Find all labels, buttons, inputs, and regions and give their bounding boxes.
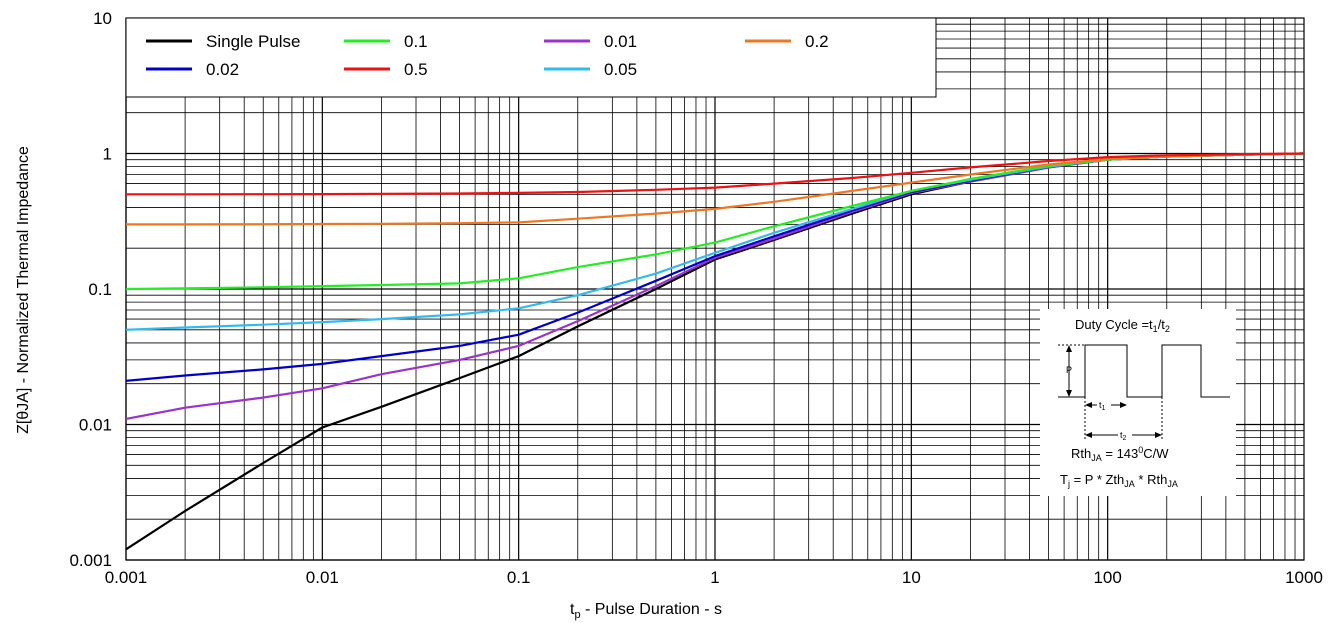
p-arrowhead-down-icon [1066, 390, 1072, 397]
y-tick-label: 10 [93, 9, 112, 28]
x-tick-label: 100 [1093, 568, 1121, 587]
legend-label: 0.5 [404, 60, 428, 79]
tj-text: Tj = P * ZthJA * RthJA [1060, 472, 1178, 489]
pulse-waveform [1058, 344, 1230, 398]
t2-arrowhead-right-icon [1155, 432, 1162, 438]
legend-label: 0.2 [805, 32, 829, 51]
p-arrowhead-up-icon [1066, 345, 1072, 352]
legend-label: 0.05 [604, 60, 637, 79]
x-axis-label: tp - Pulse Duration - s [570, 601, 722, 621]
x-tick-label: 10 [902, 568, 921, 587]
tick-labels: 0.001 0.01 0.1 1 10 100 1000 0.001 0.01 0.1 1 10 [69, 9, 1322, 587]
x-tick-label: 1000 [1285, 568, 1323, 587]
t2-label: t2 [1120, 430, 1127, 442]
duty-cycle-label: Duty Cycle =t1/t2 [1075, 317, 1170, 334]
x-tick-label: 1 [710, 568, 719, 587]
x-tick-label: 0.001 [105, 568, 148, 587]
legend-label: 0.1 [404, 32, 428, 51]
legend: Single Pulse 0.02 0.1 0.5 0.01 0.05 0.2 [125, 17, 937, 98]
series-line [126, 152, 1305, 196]
legend-label: Single Pulse [206, 32, 301, 51]
p-label: P [1066, 365, 1072, 375]
t1-arrowhead-left-icon [1085, 402, 1092, 408]
y-tick-label: 0.001 [69, 551, 112, 570]
legend-label: 0.01 [604, 32, 637, 51]
series-line [126, 152, 1305, 226]
y-axis-label: Z[θJA] - Normalized Thermal Impedance [15, 146, 32, 434]
t2-label-bg [1118, 428, 1132, 440]
t1-label-bg [1097, 398, 1111, 410]
t1-arrowhead-right-icon [1120, 402, 1127, 408]
t2-arrowhead-left-icon [1085, 432, 1092, 438]
duty-cycle-inset: Duty Cycle =t1/t2 P t1 t2 RthJA = 1430C/… [1040, 309, 1236, 496]
x-tick-label: 0.01 [306, 568, 339, 587]
x-tick-label: 0.1 [507, 568, 531, 587]
t1-label: t1 [1099, 400, 1106, 412]
y-tick-label: 0.01 [79, 416, 112, 435]
y-tick-label: 1 [103, 145, 112, 164]
inset-box [1040, 309, 1236, 496]
rth-text: RthJA = 1430C/W [1071, 445, 1169, 463]
legend-box [125, 17, 937, 98]
legend-label: 0.02 [206, 60, 239, 79]
series-lines [125, 152, 1305, 551]
y-tick-label: 0.1 [88, 280, 112, 299]
